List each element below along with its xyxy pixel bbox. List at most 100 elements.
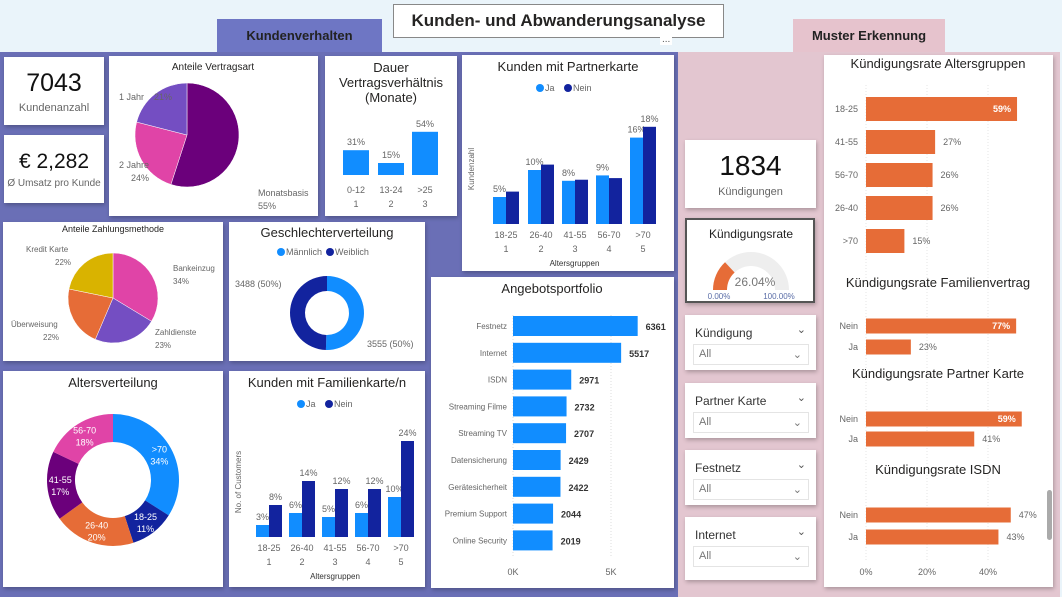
x-tick-label: 18-25 bbox=[494, 230, 517, 240]
slicer-dropdown[interactable]: All ⌄ bbox=[693, 412, 809, 433]
kpi-label: Kündigungen bbox=[718, 186, 783, 198]
chart-canvas: Kündigungsrate Altersgruppen 18-25 59% 41-5… bbox=[835, 56, 1037, 577]
bar bbox=[513, 530, 553, 551]
page-title: Kunden- und Abwanderungsanalyse bbox=[393, 4, 724, 38]
zahlungsmethode-pie-chart[interactable]: Anteile Zahlungsmethode Bankeinzug 34% Zahl… bbox=[3, 222, 223, 361]
legend-label: Ja bbox=[306, 399, 316, 409]
chart-title: Vertragsverhältnis bbox=[339, 75, 444, 90]
slicer-dropdown[interactable]: All ⌄ bbox=[693, 479, 809, 500]
bar bbox=[866, 97, 1018, 121]
angebotsportfolio-bar-chart[interactable]: Angebotsportfolio Festnetz 6361 Internet 551… bbox=[431, 277, 674, 588]
slicer-partner-karte: Partner Karte ⌄ All ⌄ bbox=[685, 383, 816, 438]
bar bbox=[343, 150, 369, 175]
chevron-down-icon[interactable]: ⌄ bbox=[796, 459, 806, 471]
more-options-button[interactable]: ... bbox=[660, 34, 673, 45]
x-tick-label: >70 bbox=[393, 543, 408, 553]
slicer-dropdown[interactable]: All ⌄ bbox=[693, 344, 809, 365]
y-tick-label: 41-55 bbox=[835, 137, 858, 147]
slicer-festnetz: Festnetz ⌄ All ⌄ bbox=[685, 450, 816, 505]
y-tick-label: Online Security bbox=[453, 536, 507, 545]
data-label: 26% bbox=[941, 170, 959, 180]
x-tick-label: 0-12 bbox=[347, 185, 365, 195]
data-label: 18% bbox=[640, 114, 658, 124]
y-tick-label: Ja bbox=[848, 434, 858, 444]
data-label: 6% bbox=[289, 500, 302, 510]
bar bbox=[355, 513, 368, 537]
tab-kundenverhalten[interactable]: Kundenverhalten bbox=[217, 19, 382, 52]
y-tick-label: Premium Support bbox=[445, 510, 508, 519]
slice-name: Bankeinzug bbox=[173, 264, 215, 273]
x-tick-label: 2 bbox=[388, 199, 393, 209]
data-label: 24% bbox=[398, 428, 416, 438]
bar bbox=[368, 489, 381, 537]
chevron-down-icon[interactable]: ⌄ bbox=[796, 526, 806, 538]
kpi-value: € 2,282 bbox=[18, 149, 90, 173]
bar bbox=[513, 503, 554, 524]
slice-name: 2 Jahre bbox=[119, 160, 149, 170]
x-tick-label: 13-24 bbox=[379, 185, 402, 195]
slice-percent: 11% bbox=[137, 524, 154, 534]
bar bbox=[335, 489, 348, 537]
data-label: 2732 bbox=[575, 402, 595, 412]
data-label: 15% bbox=[382, 150, 400, 160]
data-label: 5% bbox=[493, 184, 506, 194]
bar bbox=[866, 163, 933, 187]
chevron-down-icon[interactable]: ⌄ bbox=[796, 392, 806, 404]
bar bbox=[493, 197, 506, 224]
tab-muster-erkennung[interactable]: Muster Erkennung bbox=[793, 19, 945, 52]
chevron-down-icon[interactable]: ⌄ bbox=[796, 324, 806, 336]
bar bbox=[575, 179, 588, 224]
legend-marker bbox=[536, 84, 544, 92]
x-tick-label: >70 bbox=[635, 230, 650, 240]
x-axis-label: Altersgruppen bbox=[310, 572, 360, 581]
data-label: 5517 bbox=[629, 349, 649, 359]
bar bbox=[630, 137, 643, 224]
slicer-label: Kündigung bbox=[695, 326, 753, 340]
slicer-dropdown[interactable]: All ⌄ bbox=[693, 546, 809, 567]
kpi-label: Ø Umsatz pro Kunde bbox=[7, 177, 101, 189]
kpi-revenue-card: € 2,282 Ø Umsatz pro Kunde bbox=[4, 135, 104, 203]
bar bbox=[289, 513, 302, 537]
pie-slice bbox=[47, 451, 83, 519]
x-tick-label: 2 bbox=[538, 244, 543, 254]
geschlecht-donut-chart[interactable]: Geschlechterverteilung Männlich Weiblich 35… bbox=[229, 222, 425, 361]
bar bbox=[506, 191, 519, 224]
legend-label: Männlich bbox=[286, 247, 322, 257]
x-tick-label: 56-70 bbox=[597, 230, 620, 240]
pie-slice bbox=[68, 252, 114, 299]
x-tick-label: 18-25 bbox=[257, 543, 280, 553]
chart-canvas: Kunden mit Familienkarte/n Ja Nein No. of C… bbox=[234, 375, 417, 581]
scrollbar[interactable] bbox=[1047, 490, 1052, 540]
data-label: 2707 bbox=[574, 429, 594, 439]
pie-slice bbox=[325, 276, 364, 350]
pie-slice bbox=[124, 500, 169, 543]
y-tick-label: 26-40 bbox=[835, 203, 858, 213]
data-label: 2044 bbox=[561, 510, 581, 520]
kuendigungsrate-gauge[interactable]: Kündigungsrate 26.04% 0.00% 100.00% bbox=[685, 218, 815, 303]
data-label: 2019 bbox=[561, 536, 581, 546]
bar bbox=[866, 339, 911, 355]
slice-percent: 17% bbox=[51, 487, 69, 497]
pie-slice bbox=[59, 502, 134, 546]
bar bbox=[322, 517, 335, 537]
bar bbox=[302, 481, 315, 537]
chart-canvas: Anteile Vertragsart Monatsbasis 55% 2 Jahre… bbox=[119, 62, 309, 211]
slice-name: >70 bbox=[152, 444, 167, 454]
x-tick-label: 4 bbox=[606, 244, 611, 254]
y-tick-label: Streaming Filme bbox=[449, 402, 508, 411]
bar bbox=[513, 342, 622, 363]
x-tick-label: 1 bbox=[266, 557, 271, 567]
legend-marker bbox=[297, 400, 305, 408]
kuendigungsrate-charts[interactable]: Kündigungsrate Altersgruppen 18-25 59% 41-5… bbox=[824, 55, 1053, 587]
gauge-title: Kündigungsrate bbox=[709, 227, 793, 241]
vertragsdauer-bar-chart[interactable]: Dauer Vertragsverhältnis (Monate) 31% 0-12 1 1… bbox=[325, 56, 457, 216]
data-label: 8% bbox=[269, 492, 282, 502]
chart-title: Kündigungsrate Familienvertrag bbox=[846, 275, 1030, 290]
altersverteilung-donut-chart[interactable]: Altersverteilung >70 34% 18-25 11% 26-40 20% 41… bbox=[3, 371, 223, 587]
vertragsart-pie-chart[interactable]: Anteile Vertragsart Monatsbasis 55% 2 Jahre… bbox=[109, 56, 318, 216]
kpi-value: 1834 bbox=[719, 150, 782, 181]
partnerkarte-bar-chart[interactable]: Kunden mit Partnerkarte Ja Nein Kundenzahl 5… bbox=[462, 55, 674, 271]
y-tick-label: Datensicherung bbox=[451, 456, 507, 465]
slice-percent: 55% bbox=[258, 201, 276, 211]
familienkarte-bar-chart[interactable]: Kunden mit Familienkarte/n Ja Nein No. of C… bbox=[229, 371, 425, 587]
